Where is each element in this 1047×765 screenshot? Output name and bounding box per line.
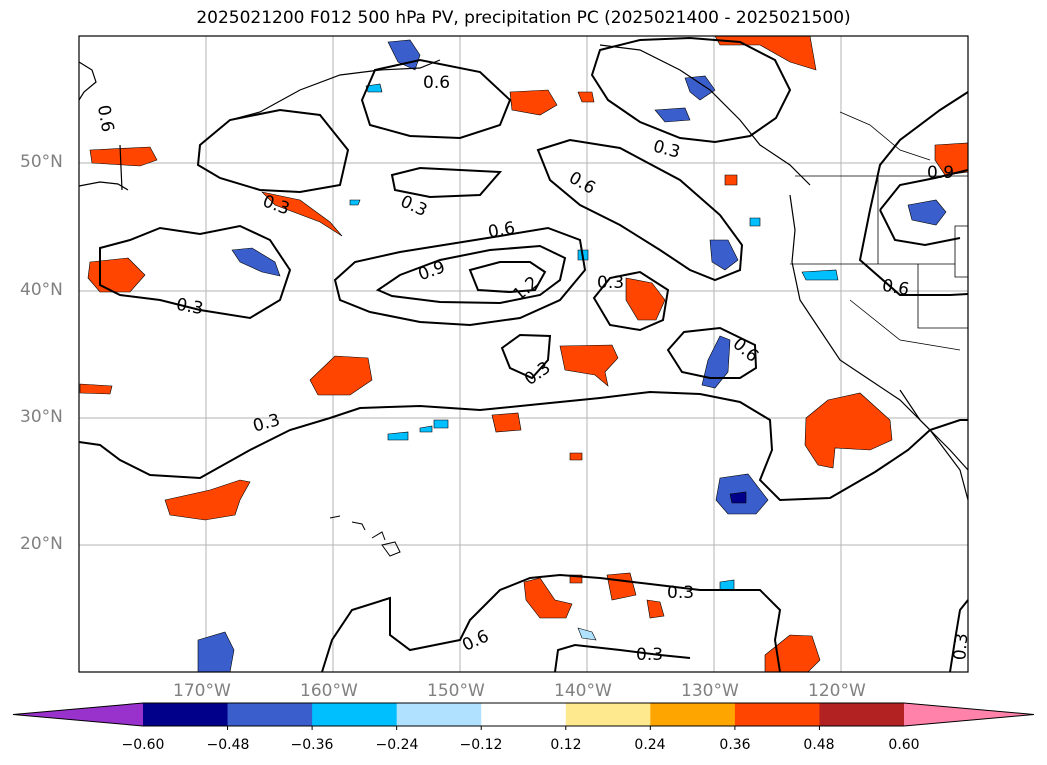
precip-positive-blob [523,577,573,619]
precip-negative-blob [801,269,839,281]
colorbar-outline [12,702,1035,727]
precip-positive-blob [89,146,158,167]
precip-negative-blob [433,419,449,429]
lon-label: 140°W [554,681,612,701]
precip-positive-blob [764,634,821,673]
colorbar-tick-label: −0.48 [206,737,250,753]
precip-negative-blob [654,107,691,123]
precip-negative-blob [577,627,597,641]
contour-label: 0.3 [251,410,282,436]
lon-label: 170°W [173,681,231,701]
precip-positive-blob [804,392,893,469]
contour-label: 0.3 [667,583,694,603]
colorbar-cell [312,703,398,726]
contour-label: 0.6 [729,334,763,367]
colorbar-tick-label: 0.24 [634,737,666,753]
precip-positive-blob [577,91,595,103]
colorbar-tick-label: 0.12 [550,737,582,753]
hawaii-islands [329,515,401,557]
colorbar-cell [481,703,567,726]
colorbar-tick-label: −0.24 [375,737,419,753]
colorbar-cell [565,703,651,726]
precip-negative-blob [701,335,731,389]
precip-negative-blob [684,75,716,101]
colorbar-cell [819,703,905,726]
precip-negative-blob [387,431,409,441]
lat-label: 20°N [20,534,63,554]
colorbar-tick-label: 0.36 [719,737,751,753]
precip-negative-blob [749,217,761,227]
contour-label: 0.9 [416,257,448,285]
precipitation-blobs [79,35,969,673]
contour-label: 0.3 [651,136,682,162]
map-title: 2025021200 F012 500 hPa PV, precipitatio… [196,8,851,28]
precip-positive-blob [87,257,146,293]
lat-label: 40°N [20,280,63,300]
colorbar-extension-max [904,703,1034,726]
colorbar-tick-label: −0.60 [121,737,165,753]
precip-positive-blob [164,479,251,521]
contour-label-group: 0.6 0.6 0.3 0.6 0.3 0.3 0.6 0.9 1.2 0.3 … [93,73,972,665]
precip-positive-blob [509,89,558,116]
colorbar-cell [143,703,229,726]
precip-negative-blob [907,199,947,226]
contour-label: 0.6 [93,104,117,134]
precip-positive-blob [261,191,343,237]
contour-label: 0.6 [880,276,910,300]
precip-positive-blob [79,383,113,395]
colorbar-tick-label: −0.12 [459,737,503,753]
contour-label: 0.3 [636,645,663,665]
colorbar-cell [396,703,482,726]
contour-label: 0.6 [487,218,517,242]
colorbar-cell [227,703,313,726]
colorbar-cell [650,703,736,726]
lon-label: 150°W [427,681,485,701]
lat-label: 50°N [20,152,63,172]
pv-contours [78,36,969,673]
colorbar-tick-label: −0.36 [290,737,334,753]
contour-label: 0.9 [927,163,954,183]
contour-label: 0.3 [950,632,972,661]
lon-label: 160°W [300,681,358,701]
precip-positive-blob [646,599,665,619]
contour-label: 0.3 [521,358,555,390]
precip-positive-blob [625,277,666,321]
contour-label: 0.3 [260,191,292,219]
precip-negative-blob [419,425,433,433]
contour-label: 0.3 [597,273,624,293]
precip-positive-blob [606,572,637,601]
precip-positive-blob [309,355,373,396]
precip-negative-blob [719,579,735,591]
contour-label: 0.6 [423,73,450,93]
lon-label: 120°W [808,681,866,701]
precip-negative-blob [709,239,739,271]
contour-label: 0.6 [565,168,598,199]
map-frame [78,35,969,673]
coastlines [78,44,969,501]
precip-positive-blob [724,174,738,186]
colorbar-tick-label: 0.48 [803,737,835,753]
precip-positive-blob [491,412,522,433]
precip-positive-blob [559,344,619,387]
precip-negative-blob [197,631,235,673]
precip-positive-blob [569,452,583,461]
lon-label: 130°W [681,681,739,701]
colorbar-extension-min [13,703,143,726]
contour-label: 0.3 [175,295,205,319]
graticule [79,36,968,672]
colorbar-tick-label: 0.60 [888,737,920,753]
colorbar [12,702,1035,730]
lat-label: 30°N [20,407,63,427]
precip-negative-blob [729,491,747,504]
colorbar-cell [734,703,820,726]
precip-negative-blob [231,247,281,277]
precip-negative-blob [349,199,361,206]
